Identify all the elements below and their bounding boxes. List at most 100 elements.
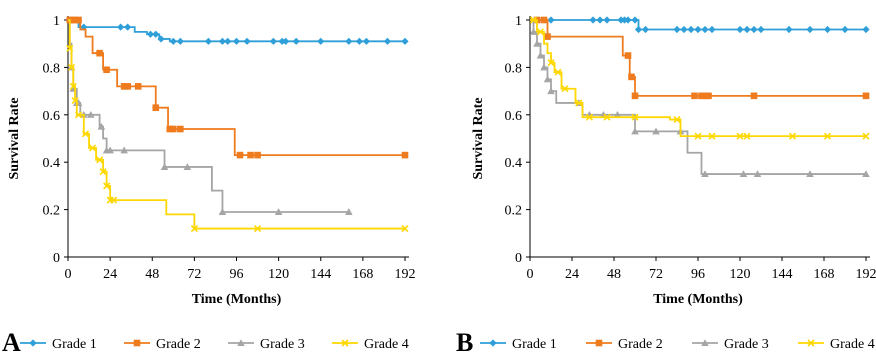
censor-marker xyxy=(544,33,551,40)
x-tick-label: 96 xyxy=(230,267,244,282)
censor-marker xyxy=(739,170,748,178)
x-tick-label: 144 xyxy=(310,267,331,282)
censor-marker xyxy=(823,25,832,34)
y-axis-title: Survival Rate xyxy=(7,97,22,179)
censor-marker xyxy=(117,23,125,31)
censor-marker xyxy=(575,99,583,107)
censor-marker xyxy=(823,132,832,140)
x-tick-label: 48 xyxy=(607,267,621,282)
x-tick-label: 120 xyxy=(730,267,751,282)
censor-marker xyxy=(96,156,104,164)
censor-marker xyxy=(124,83,131,90)
censor-marker xyxy=(536,28,545,36)
legend-label: Grade 4 xyxy=(830,337,875,352)
censor-marker xyxy=(345,37,353,45)
censor-marker xyxy=(204,37,213,45)
censor-marker xyxy=(705,92,712,100)
series-grade-2 xyxy=(66,16,409,159)
chart-panel-a: 0 0.2 0.4 0.6 0.8 1 0 24 48 72 96 120 144 168 192 Time … xyxy=(2,14,416,356)
censor-marker xyxy=(701,25,709,34)
y-tick-label: 0.4 xyxy=(43,156,61,171)
censor-marker xyxy=(75,16,82,24)
censor-marker xyxy=(124,23,132,31)
y-tick-label: 1 xyxy=(53,14,60,29)
legend: Grade 1 Grade 2 Grade 3 Grade 4 xyxy=(480,337,875,352)
censor-marker xyxy=(106,146,114,154)
x-tick-label: 24 xyxy=(103,267,117,282)
censor-marker xyxy=(691,92,698,100)
censor-marker xyxy=(243,37,251,45)
y-tick-label: 0.4 xyxy=(505,156,523,171)
censor-marker xyxy=(543,75,552,83)
censor-marker xyxy=(585,113,594,121)
censor-marker xyxy=(533,39,541,47)
censor-marker xyxy=(628,73,635,81)
x-tick-label: 24 xyxy=(565,267,579,282)
censor-marker xyxy=(743,132,751,140)
legend-marker xyxy=(237,339,245,346)
censor-marker xyxy=(694,25,702,34)
censor-marker xyxy=(673,115,681,124)
censor-marker xyxy=(701,170,709,178)
censor-marker xyxy=(708,132,716,140)
censor-marker xyxy=(81,130,90,138)
legend-label: Grade 4 xyxy=(364,337,409,352)
censor-marker xyxy=(103,182,111,190)
censor-marker xyxy=(862,170,870,178)
censor-marker xyxy=(631,127,639,135)
censor-marker xyxy=(631,92,639,100)
x-axis-title: Time (Months) xyxy=(192,292,282,307)
x-tick-label: 48 xyxy=(145,267,159,282)
censor-marker xyxy=(785,25,793,34)
censor-marker xyxy=(862,132,870,140)
censor-marker xyxy=(253,224,262,233)
censor-marker xyxy=(634,25,643,34)
censor-marker xyxy=(554,68,562,76)
censor-marker xyxy=(103,66,110,74)
x-axis-title: Time (Months) xyxy=(653,292,743,307)
censor-marker xyxy=(694,132,702,140)
censor-marker xyxy=(708,25,716,34)
x-tick-label: 144 xyxy=(772,267,793,282)
series-grade-2 xyxy=(530,16,870,100)
censor-marker xyxy=(750,25,758,34)
censor-marker xyxy=(613,111,622,118)
x-tick-label: 192 xyxy=(856,267,876,282)
censor-marker xyxy=(66,44,74,53)
chart-panel-b: 0 0.2 0.4 0.6 0.8 1 0 24 48 72 96 120 144 168 192 Time … xyxy=(456,14,876,356)
series-grade-1 xyxy=(530,16,870,34)
censor-marker xyxy=(603,16,611,24)
legend-label: Grade 3 xyxy=(260,337,305,352)
censor-marker xyxy=(862,25,870,34)
censor-marker xyxy=(120,146,128,154)
censor-marker xyxy=(603,113,611,121)
censor-marker xyxy=(680,25,688,34)
censor-marker xyxy=(750,92,758,100)
censor-marker xyxy=(806,25,814,34)
censor-marker xyxy=(631,113,639,121)
censor-marker xyxy=(547,16,555,24)
legend-label: Grade 2 xyxy=(618,337,663,352)
censor-marker xyxy=(134,83,142,90)
censor-marker xyxy=(687,25,695,34)
y-tick-label: 0.6 xyxy=(43,109,61,124)
x-tick-label: 168 xyxy=(352,267,373,282)
series-grade-4 xyxy=(529,16,870,140)
legend-marker xyxy=(595,339,603,347)
censor-marker xyxy=(673,25,681,34)
censor-marker xyxy=(183,163,192,170)
censor-marker xyxy=(71,16,79,24)
censor-marker xyxy=(540,63,548,71)
y-tick-label: 0 xyxy=(53,251,60,266)
x-tick-label: 96 xyxy=(691,267,705,282)
x-tick-label: 72 xyxy=(187,267,201,282)
censor-marker xyxy=(317,37,325,45)
x-tick-label: 72 xyxy=(649,267,663,282)
censor-marker xyxy=(160,163,169,170)
y-tick-label: 0.8 xyxy=(505,61,523,76)
censor-marker xyxy=(589,16,597,24)
legend-marker xyxy=(489,339,497,347)
censor-marker xyxy=(652,127,660,135)
censor-marker xyxy=(190,224,198,233)
censor-marker xyxy=(89,144,97,152)
